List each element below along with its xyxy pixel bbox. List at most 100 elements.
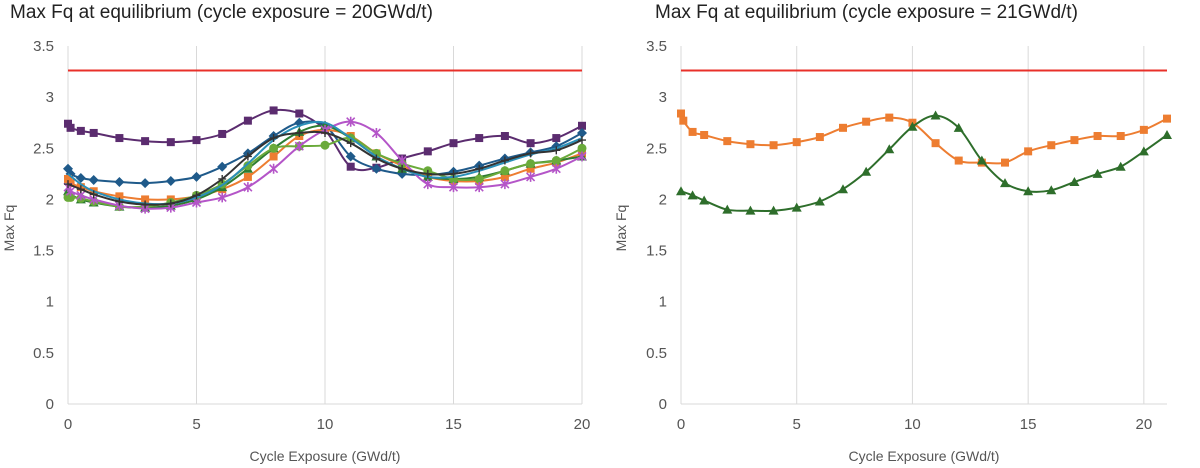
data-point xyxy=(398,164,407,173)
data-point xyxy=(552,134,561,143)
data-point xyxy=(75,172,86,183)
x-tick-label: 5 xyxy=(192,416,200,433)
y-tick-label: 2 xyxy=(659,191,667,208)
y-tick-label: 1 xyxy=(659,294,667,311)
data-point xyxy=(321,128,329,137)
data-point xyxy=(500,172,509,181)
data-point xyxy=(448,182,459,193)
data-point xyxy=(346,116,356,127)
data-point xyxy=(688,127,697,136)
data-point xyxy=(677,109,685,118)
data-point xyxy=(1138,146,1149,156)
data-point xyxy=(1092,168,1103,178)
series-8 xyxy=(64,128,586,209)
data-point xyxy=(66,186,76,197)
x-tick-label: 0 xyxy=(677,416,685,433)
data-point xyxy=(76,126,85,135)
chart-left: 0 0.5 1 1.5 2 2.5 3 3.5 0 5 10 15 20 Cycle Exposure (… xyxy=(1,38,591,464)
data-point xyxy=(700,130,709,139)
data-point xyxy=(577,151,587,162)
data-point xyxy=(526,149,535,158)
data-point xyxy=(141,137,150,146)
data-point xyxy=(577,127,587,138)
x-tick-label: 0 xyxy=(64,416,72,433)
data-point xyxy=(1116,132,1125,141)
data-point xyxy=(140,178,151,189)
data-point xyxy=(552,146,561,155)
data-point xyxy=(1069,177,1080,187)
data-point xyxy=(371,127,381,138)
data-point xyxy=(372,154,381,163)
data-point xyxy=(1001,158,1009,167)
data-point xyxy=(1047,141,1056,150)
data-point xyxy=(269,163,279,174)
data-point xyxy=(449,139,458,148)
y-tick-label: 1.5 xyxy=(646,243,667,260)
data-point xyxy=(526,171,536,182)
chart-right: 0 0.5 1 1.5 2 2.5 3 3.5 0 5 10 15 20 Cycle Exposure (… xyxy=(613,38,1172,464)
data-point xyxy=(423,179,433,190)
grid xyxy=(680,46,1145,404)
y-tick-label: 3.5 xyxy=(646,38,667,55)
data-point xyxy=(551,156,561,166)
data-point xyxy=(141,195,150,204)
data-point xyxy=(578,136,586,145)
data-point xyxy=(500,166,510,176)
x-axis-label: Cycle Exposure (GWd/t) xyxy=(250,448,401,464)
data-point xyxy=(500,179,510,190)
data-point xyxy=(474,182,484,193)
y-tick-label: 0.5 xyxy=(33,345,54,362)
data-point xyxy=(294,141,304,152)
data-point xyxy=(500,132,509,141)
data-point xyxy=(722,204,733,214)
data-point xyxy=(76,185,85,194)
y-tick-label: 2.5 xyxy=(33,140,54,157)
y-tick-label: 0.5 xyxy=(646,345,667,362)
data-point xyxy=(526,159,536,169)
x-tick-label: 5 xyxy=(793,416,801,433)
data-point xyxy=(66,123,75,132)
data-point xyxy=(1046,185,1057,195)
data-point xyxy=(768,205,779,215)
data-point xyxy=(269,143,279,153)
data-point xyxy=(862,117,871,126)
data-point xyxy=(676,186,686,196)
data-point xyxy=(885,113,894,122)
x-tick-label: 20 xyxy=(574,416,591,433)
data-point xyxy=(89,128,98,137)
series-2 xyxy=(676,110,1172,215)
data-point xyxy=(1023,186,1034,196)
data-point xyxy=(141,200,150,209)
series-line xyxy=(67,130,583,206)
data-point xyxy=(218,174,227,183)
data-point xyxy=(976,155,987,165)
data-point xyxy=(578,121,586,130)
chart-title-left: Max Fq at equilibrium (cycle exposure = … xyxy=(10,2,433,23)
x-tick-label: 10 xyxy=(317,416,334,433)
x-axis-label: Cycle Exposure (GWd/t) xyxy=(849,448,1000,464)
data-point xyxy=(191,171,202,182)
data-point xyxy=(746,140,755,149)
data-point xyxy=(115,192,124,201)
data-point xyxy=(500,156,509,165)
y-tick-label: 3 xyxy=(659,89,667,106)
y-tick-label: 0 xyxy=(659,396,667,413)
y-tick-label: 3 xyxy=(46,89,54,106)
data-point xyxy=(577,143,587,153)
data-point xyxy=(243,161,253,171)
data-point xyxy=(64,174,72,183)
y-tick-label: 1.5 xyxy=(33,243,54,260)
data-point xyxy=(88,174,99,185)
data-point xyxy=(192,191,201,200)
data-point xyxy=(954,156,963,165)
data-point xyxy=(1139,125,1148,134)
data-point xyxy=(114,177,125,188)
series-line xyxy=(67,120,583,206)
data-point xyxy=(1024,147,1033,156)
data-point xyxy=(243,152,252,161)
data-point xyxy=(475,164,484,173)
grid xyxy=(67,46,583,404)
data-point xyxy=(699,195,710,205)
data-point xyxy=(861,166,872,176)
